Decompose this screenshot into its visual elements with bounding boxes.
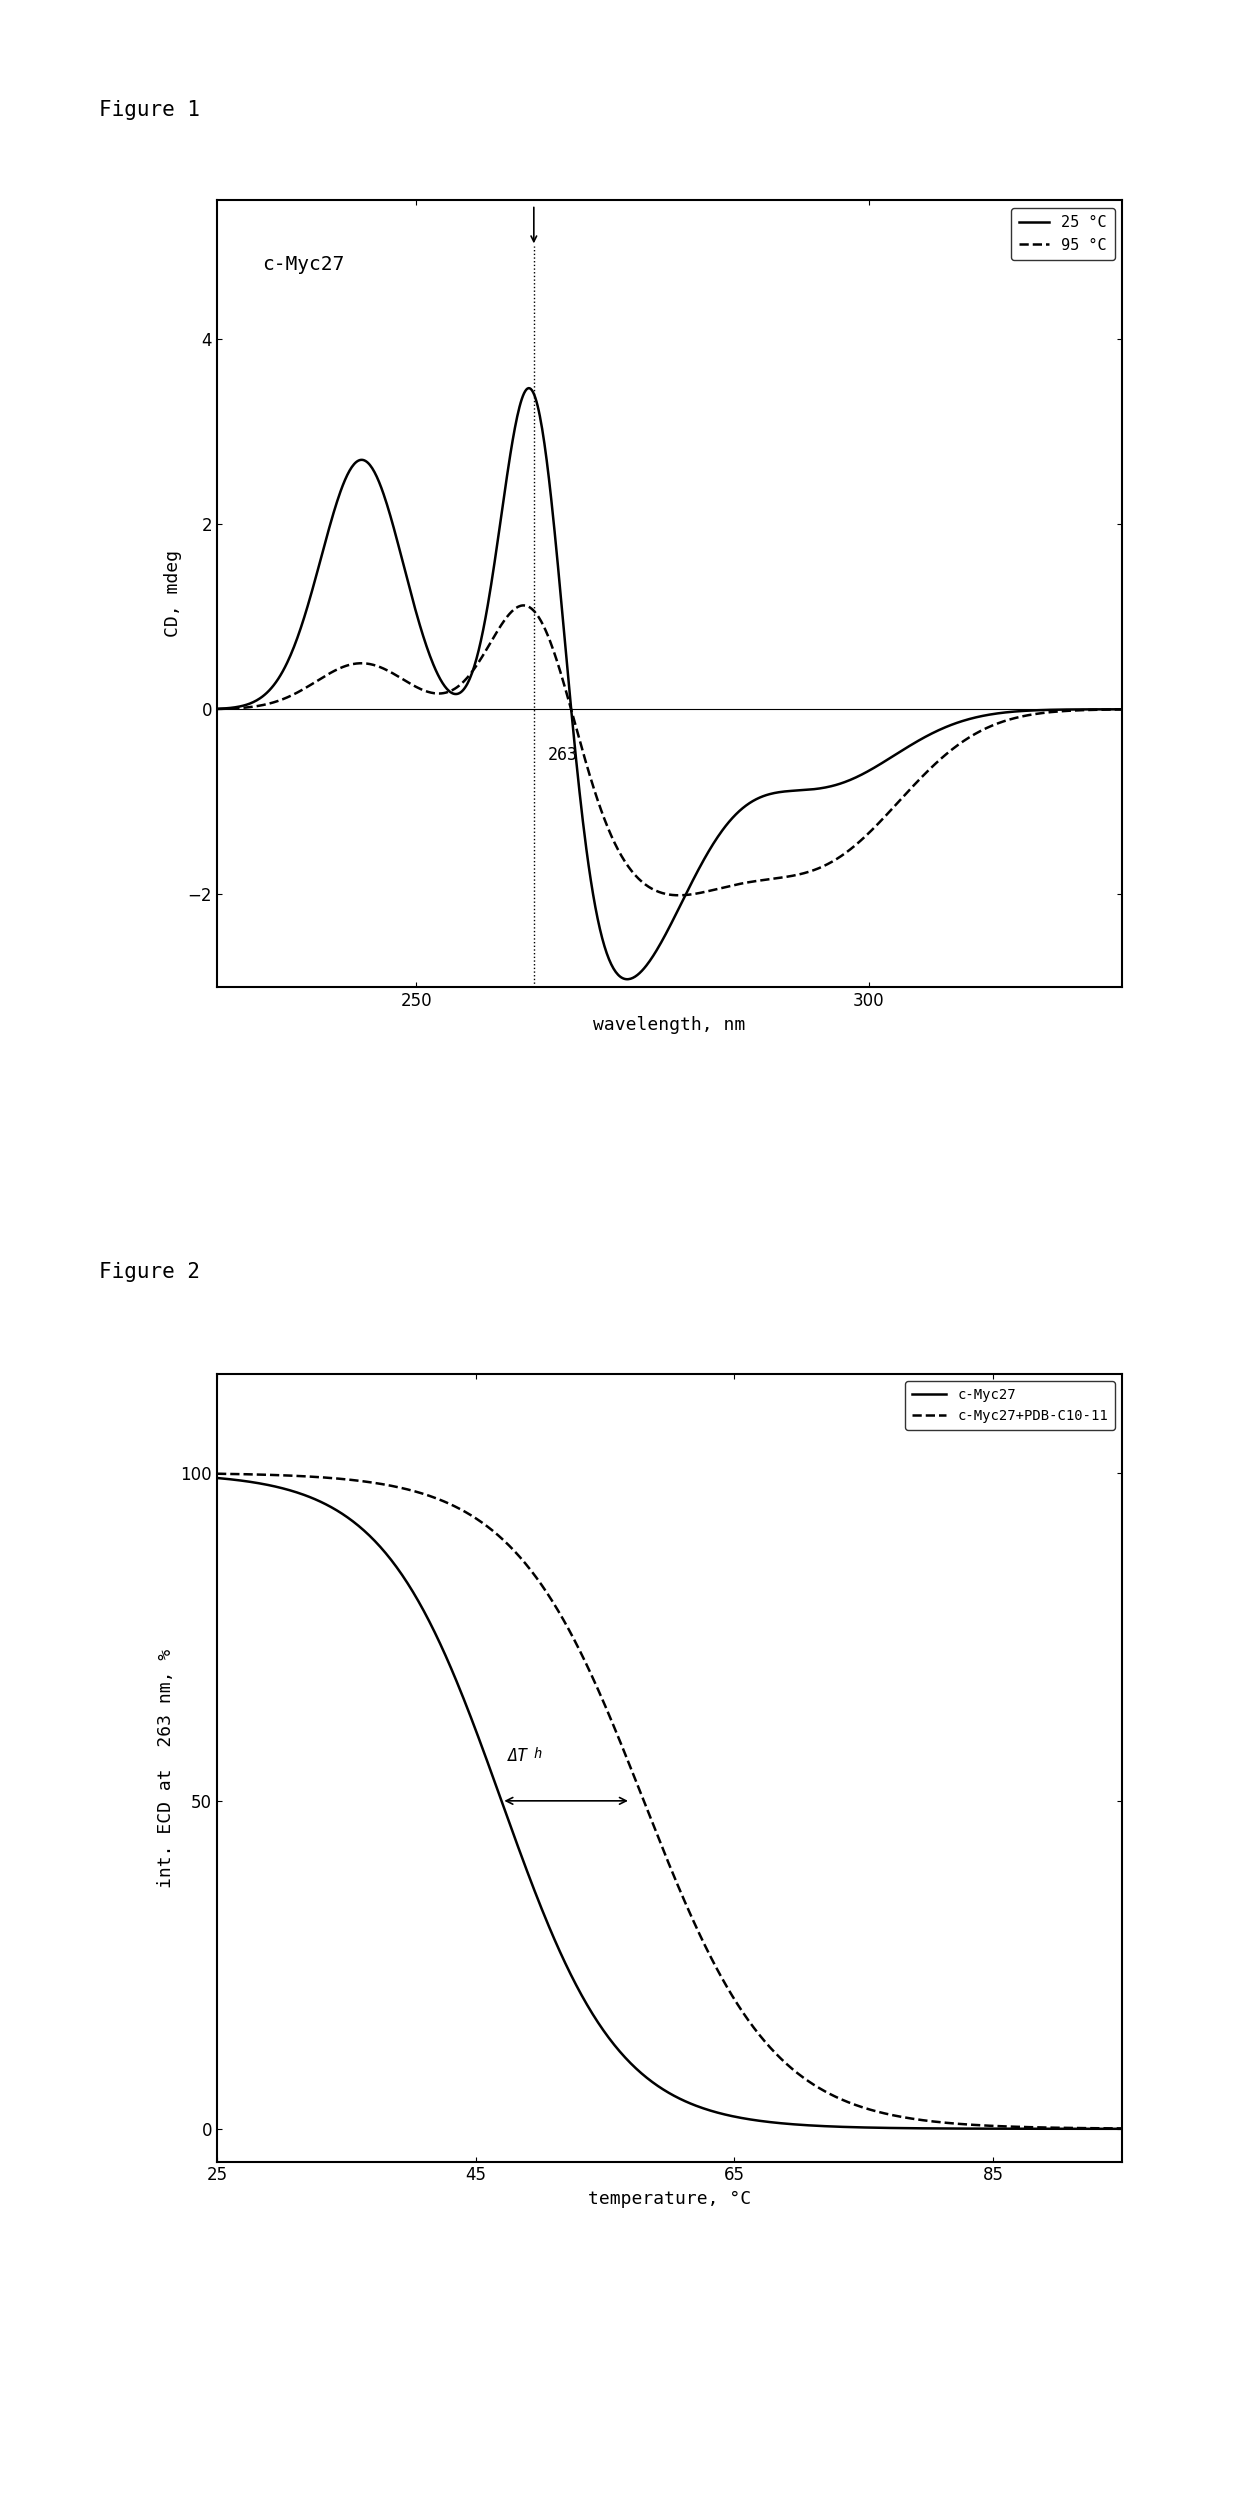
Text: c-Myc27: c-Myc27 [263,255,345,275]
Text: Figure 1: Figure 1 [99,100,200,120]
Legend: 25 °C, 95 °C: 25 °C, 95 °C [1011,207,1115,260]
Text: h: h [534,1747,542,1762]
X-axis label: wavelength, nm: wavelength, nm [594,1015,745,1035]
Y-axis label: int. ECD at  263 nm, %: int. ECD at 263 nm, % [157,1649,175,1887]
Text: 263: 263 [547,747,578,765]
Text: Figure 2: Figure 2 [99,1262,200,1282]
Text: ΔT: ΔT [508,1747,528,1764]
Legend: c-Myc27, c-Myc27+PDB-C10-11: c-Myc27, c-Myc27+PDB-C10-11 [905,1382,1115,1429]
X-axis label: temperature, °C: temperature, °C [588,2189,751,2209]
Y-axis label: CD, mdeg: CD, mdeg [164,550,182,637]
